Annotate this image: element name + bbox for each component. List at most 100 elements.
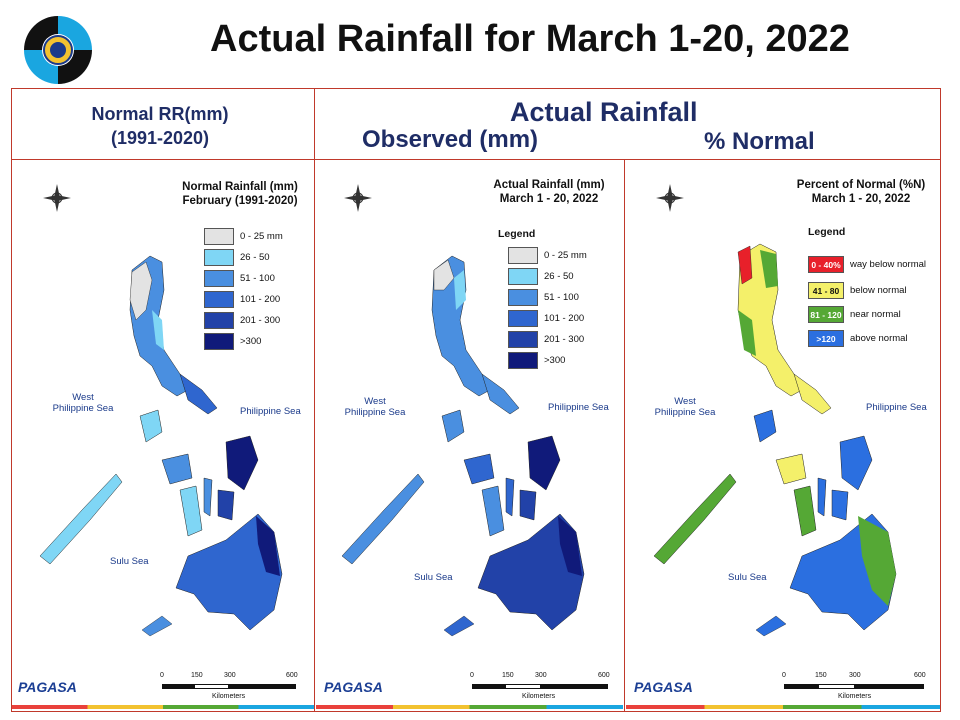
mindoro-island <box>139 409 163 443</box>
scale-tick: 600 <box>914 672 926 679</box>
panay-island <box>161 453 193 485</box>
legend-label: 101 - 200 <box>544 313 585 324</box>
scale-bar: 0 150 300 600 Kilometers <box>160 672 298 706</box>
legend-item: 81 - 120 near normal <box>808 306 901 323</box>
panel-percent-title-1: Percent of Normal (%N) <box>796 179 926 191</box>
legend-percent-title: Legend <box>808 226 846 238</box>
legend-item: 101 - 200 <box>204 291 280 308</box>
legend-item: >300 <box>204 333 261 350</box>
scale-tick: 300 <box>849 672 861 679</box>
legend-item: 101 - 200 <box>508 310 584 327</box>
legend-label: 201 - 300 <box>240 315 281 326</box>
color-strip <box>626 705 940 709</box>
scale-bar-line <box>784 684 924 689</box>
scale-tick: 0 <box>470 672 474 679</box>
legend-label: 26 - 50 <box>544 271 574 282</box>
legend-swatch: 0 - 40% <box>808 256 844 273</box>
legend-item: 51 - 100 <box>508 289 579 306</box>
legend-label: near normal <box>850 309 901 320</box>
panel-normal-title: Normal Rainfall (mm) February (1991-2020… <box>170 180 310 208</box>
scale-unit: Kilometers <box>212 693 246 700</box>
sea-label-sulu: Sulu Sea <box>728 572 767 583</box>
legend-swatch <box>508 310 538 327</box>
scale-tick: 150 <box>191 672 203 679</box>
color-strip <box>12 705 314 709</box>
header-normal-line2: (1991-2020) <box>110 128 210 148</box>
header-observed: Observed (mm) <box>362 126 539 153</box>
legend-item: 0 - 25 mm <box>508 247 587 264</box>
legend-label: 51 - 100 <box>240 273 275 284</box>
legend-swatch <box>204 270 234 287</box>
legend-label: >300 <box>544 355 566 366</box>
scale-bar-line <box>472 684 608 689</box>
mindanao-island <box>477 513 585 631</box>
legend-item: 51 - 100 <box>204 270 275 287</box>
header-normal-line1: Normal RR(mm) <box>91 104 229 124</box>
panel-normal-rainfall: Normal Rainfall (mm) February (1991-2020… <box>12 160 314 711</box>
legend-label: below normal <box>850 285 907 296</box>
mindoro-island <box>441 409 465 443</box>
panel-normal-title-1: Normal Rainfall (mm) <box>182 181 298 193</box>
divider-normal-actual <box>314 88 315 712</box>
mindoro-island <box>753 409 777 443</box>
panay-island <box>463 453 495 485</box>
sea-label-west: West Philippine Sea <box>344 396 406 418</box>
legend-swatch <box>508 289 538 306</box>
legend-label: >300 <box>240 336 262 347</box>
brand-name: PAGASA <box>324 679 383 695</box>
pagasa-brand: PAGASA <box>634 665 744 701</box>
panel-observed-rainfall: Actual Rainfall (mm) March 1 - 20, 2022 … <box>316 160 623 711</box>
pagasa-brand: PAGASA <box>324 665 434 701</box>
legend-item: 201 - 300 <box>508 331 584 348</box>
scale-tick: 300 <box>535 672 547 679</box>
legend-item: 26 - 50 <box>204 249 270 266</box>
legend-swatch <box>204 291 234 308</box>
scale-bar-segment <box>506 685 540 688</box>
header-divider <box>11 159 941 160</box>
scale-tick: 300 <box>224 672 236 679</box>
legend-swatch: >120 <box>808 330 844 347</box>
legend-swatch <box>508 268 538 285</box>
pagasa-logo <box>24 16 92 84</box>
scale-unit: Kilometers <box>522 693 556 700</box>
legend-swatch <box>508 352 538 369</box>
scale-bar-line <box>162 684 296 689</box>
legend-item: 41 - 80 below normal <box>808 282 907 299</box>
legend-label: 0 - 25 mm <box>544 250 587 261</box>
sea-label-east: Philippine Sea <box>548 402 609 413</box>
compass-rose-icon <box>656 184 684 212</box>
panel-observed-title: Actual Rainfall (mm) March 1 - 20, 2022 <box>484 178 614 206</box>
legend-label: 0 - 25 mm <box>240 231 283 242</box>
compass-rose-icon <box>43 184 71 212</box>
legend-item: >120 above normal <box>808 330 908 347</box>
scale-tick: 600 <box>598 672 610 679</box>
divider-observed-percent <box>624 159 625 712</box>
sea-label-east: Philippine Sea <box>866 402 927 413</box>
legend-item: >300 <box>508 352 565 369</box>
header-actual-rainfall: Actual Rainfall <box>510 97 698 127</box>
sea-label-west: West Philippine Sea <box>654 396 716 418</box>
legend-observed-title: Legend <box>498 228 536 240</box>
scale-tick: 0 <box>782 672 786 679</box>
legend-swatch <box>508 247 538 264</box>
brand-name: PAGASA <box>18 679 77 695</box>
mindanao-island <box>175 513 283 631</box>
legend-label: 101 - 200 <box>240 294 281 305</box>
panel-percent-title: Percent of Normal (%N) March 1 - 20, 202… <box>786 178 936 206</box>
legend-item: 26 - 50 <box>508 268 574 285</box>
compass-rose-icon <box>344 184 372 212</box>
legend-label: 26 - 50 <box>240 252 270 263</box>
legend-label: 51 - 100 <box>544 292 579 303</box>
samar-island <box>839 435 873 491</box>
panel-observed-title-2: March 1 - 20, 2022 <box>499 193 599 205</box>
panel-percent-normal: Percent of Normal (%N) March 1 - 20, 202… <box>626 160 940 711</box>
panel-observed-title-1: Actual Rainfall (mm) <box>493 179 605 191</box>
header-percent-normal: % Normal <box>704 128 815 155</box>
scale-bar-segment <box>195 685 228 688</box>
scale-tick: 150 <box>502 672 514 679</box>
sea-label-east: Philippine Sea <box>240 406 301 417</box>
slide-title: Actual Rainfall for March 1-20, 2022 <box>210 18 850 60</box>
content-frame <box>11 88 941 712</box>
legend-item: 201 - 300 <box>204 312 280 329</box>
pagasa-brand: PAGASA <box>18 665 128 701</box>
